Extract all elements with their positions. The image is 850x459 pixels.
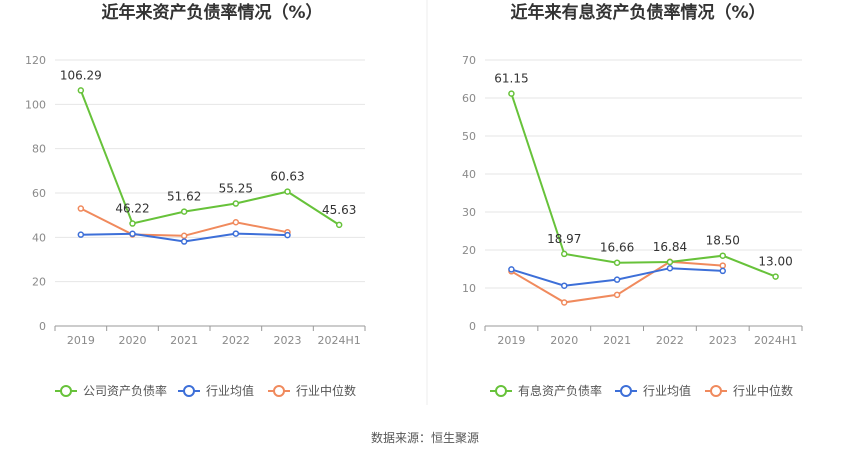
legend-label: 公司资产负债率 [83, 383, 167, 398]
legend-label: 行业中位数 [733, 383, 793, 398]
legend-item-industry_median: 行业中位数 [705, 383, 793, 398]
circle-line-orange-icon [273, 385, 285, 397]
data-label: 60.63 [270, 170, 304, 184]
y-tick-label: 0 [469, 320, 476, 333]
data-point-industry_avg [561, 282, 568, 289]
y-tick-label: 60 [462, 92, 476, 105]
data-point-company [129, 220, 136, 227]
data-label: 61.15 [494, 72, 528, 86]
data-point-industry_median [613, 291, 621, 299]
legend-item-industry_avg: 行业均值 [615, 383, 691, 398]
data-label: 51.62 [167, 190, 201, 204]
circle-line-green-icon [60, 385, 72, 397]
x-tick-label: 2019 [497, 334, 525, 347]
y-tick-label: 120 [25, 54, 46, 67]
source-note: 数据来源：恒生聚源 [371, 430, 479, 445]
y-tick-label: 0 [39, 320, 46, 333]
data-point-company [666, 258, 674, 266]
data-label: 16.66 [600, 241, 634, 255]
legend-item-company: 公司资产负债率 [55, 383, 167, 398]
data-point-industry_avg [232, 230, 240, 237]
y-tick-label: 40 [32, 231, 46, 244]
x-tick-label: 2019 [67, 334, 95, 347]
x-tick-label: 2023 [709, 334, 737, 347]
data-label: 106.29 [60, 68, 102, 82]
data-label: 55.25 [219, 182, 253, 196]
x-tick-label: 2024H1 [318, 334, 361, 347]
data-point-company [561, 250, 568, 258]
data-label: 18.50 [706, 234, 740, 248]
data-point-industry_avg [508, 266, 515, 273]
data-label: 46.22 [115, 202, 149, 216]
circle-line-blue-icon [620, 385, 632, 397]
legend-label: 行业均值 [643, 383, 691, 398]
data-label: 45.63 [322, 203, 356, 217]
data-point-industry_avg [180, 238, 188, 245]
series-line-company [510, 93, 776, 278]
data-point-company [180, 208, 188, 215]
data-label: 16.84 [653, 240, 687, 254]
y-tick-label: 80 [32, 143, 46, 156]
data-point-company [77, 87, 85, 94]
data-point-company [719, 252, 726, 259]
y-tick-label: 10 [462, 282, 476, 295]
data-point-company [508, 90, 515, 97]
legend-item-industry_avg: 行业均值 [178, 383, 254, 398]
y-tick-label: 70 [462, 54, 476, 67]
legend-label: 行业均值 [206, 383, 254, 398]
data-point-company [772, 273, 779, 280]
data-point-industry_median [77, 205, 85, 212]
data-point-industry_median [719, 262, 726, 269]
data-point-industry_median [180, 232, 188, 240]
chart-title: 近年来有息资产负债率情况（%） [510, 2, 765, 23]
y-tick-label: 60 [32, 187, 46, 200]
data-point-company [613, 259, 621, 266]
y-tick-label: 40 [462, 168, 476, 181]
circle-line-orange-icon [710, 385, 722, 397]
x-tick-label: 2020 [550, 334, 578, 347]
circle-line-green-icon [495, 385, 507, 397]
data-label: 18.97 [547, 232, 581, 246]
y-tick-label: 20 [32, 276, 46, 289]
x-tick-label: 2024H1 [754, 334, 797, 347]
data-point-industry_avg [77, 231, 85, 238]
legend-label: 行业中位数 [296, 383, 356, 398]
chart-panel-2: 近年来有息资产负债率情况（%） 0 10 20 30 40 50 60 70 2019 2020 20… [462, 2, 803, 398]
legend-item-industry_median: 行业中位数 [268, 383, 356, 398]
data-point-industry_avg [719, 267, 726, 275]
legend-item-company: 有息资产负债率 [490, 383, 602, 398]
x-tick-label: 2020 [119, 334, 147, 347]
y-tick-label: 20 [462, 244, 476, 257]
data-point-company [335, 221, 343, 229]
chart-title: 近年来资产负债率情况（%） [101, 2, 322, 23]
x-tick-label: 2022 [656, 334, 684, 347]
data-point-company [232, 200, 240, 207]
x-tick-label: 2021 [603, 334, 631, 347]
x-tick-label: 2023 [274, 334, 302, 347]
data-point-industry_median [232, 219, 240, 226]
x-tick-label: 2021 [170, 334, 198, 347]
x-tick-label: 2022 [222, 334, 250, 347]
data-label: 13.00 [758, 255, 792, 269]
y-tick-label: 100 [25, 98, 46, 111]
y-tick-label: 30 [462, 206, 476, 219]
data-point-industry_avg [613, 276, 621, 283]
data-point-industry_avg [284, 231, 291, 239]
chart-panel-1: 近年来资产负债率情况（%） 0 20 40 60 80 100 120 2019 2020 2021… [25, 2, 366, 398]
legend-label: 有息资产负债率 [518, 383, 602, 398]
y-tick-label: 50 [462, 130, 476, 143]
circle-line-blue-icon [183, 385, 195, 397]
series-line-company [79, 90, 340, 226]
data-point-industry_median [561, 299, 568, 306]
data-point-company [284, 188, 291, 195]
data-point-industry_avg [666, 264, 674, 272]
data-point-industry_avg [129, 230, 136, 238]
